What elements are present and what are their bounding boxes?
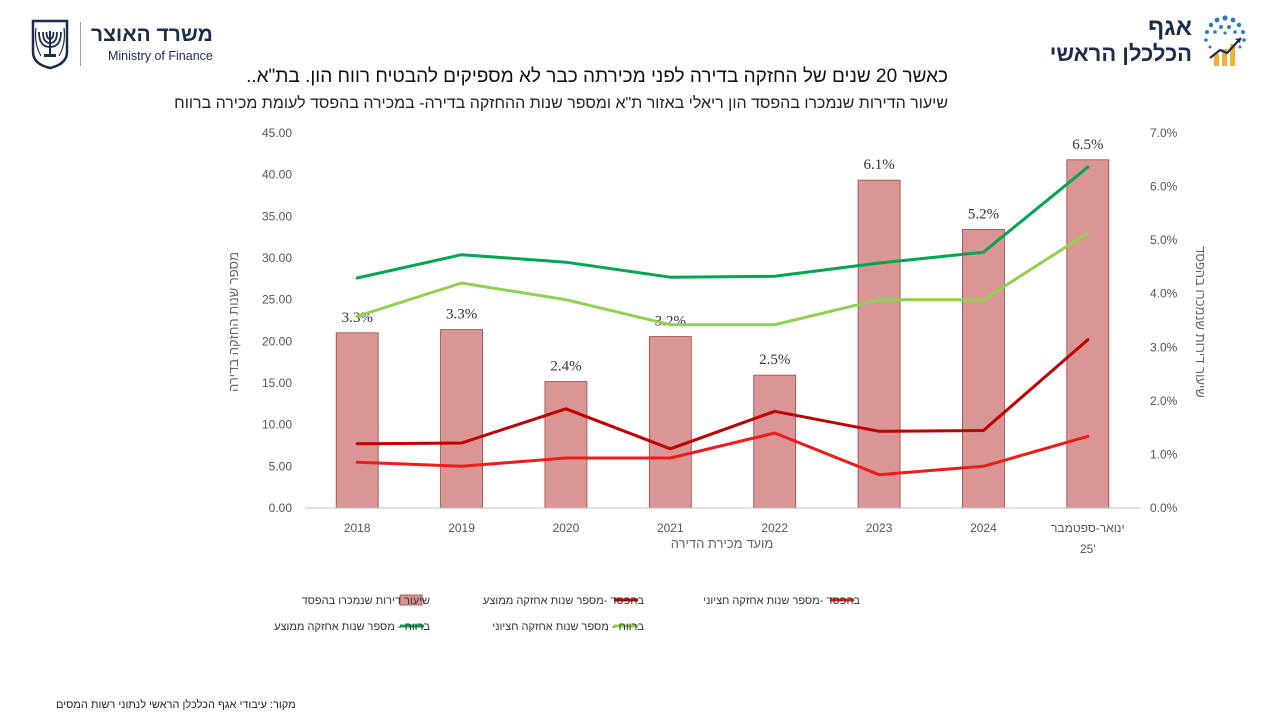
bar — [544, 381, 588, 509]
bar — [857, 179, 901, 509]
x-tick-label: 2020 — [553, 521, 580, 535]
bar-data-label: 3.3% — [446, 307, 477, 323]
left-axis-tick-label: 15.00 — [262, 376, 292, 390]
series-line — [355, 431, 1090, 477]
legend-label: ברווח - מספר שנות אחזקה ממוצע — [274, 621, 430, 633]
legend-label: בהפסד -מספר שנות אחזקה חציוני — [703, 595, 860, 607]
bar — [440, 329, 483, 509]
left-axis-tick-label: 0.00 — [269, 501, 293, 515]
chart-subtitle: שיעור הדירות שנמכרו בהפסד הון ריאלי באזו… — [174, 95, 948, 112]
series-line — [355, 338, 1090, 451]
left-axis-tick-label: 30.00 — [262, 251, 292, 265]
right-axis-tick-label: 3.0% — [1150, 340, 1178, 354]
left-axis-tick-label: 45.00 — [262, 126, 292, 140]
x-tick-label: '25 — [1080, 542, 1096, 556]
right-axis-tick-label: 2.0% — [1150, 394, 1178, 408]
bar — [753, 374, 797, 509]
ministry-logo: משרד האוצר Ministry of Finance — [30, 18, 213, 70]
right-axis-title: שיעור דירות שנמכרו בהפסד — [1193, 246, 1208, 398]
x-axis-title: מועד מכירת הדירה — [671, 536, 774, 551]
bar-data-label: 2.5% — [759, 352, 790, 368]
emblem-icon — [31, 19, 69, 70]
legend-label: בהפסד -מספר שנות אחזקה ממוצע — [483, 595, 644, 607]
bar-data-label: 6.5% — [1072, 137, 1103, 153]
right-axis-tick-label: 7.0% — [1150, 126, 1178, 140]
left-axis-tick-label: 10.00 — [262, 418, 292, 432]
bar-data-label: 2.4% — [550, 359, 581, 375]
dept-name-line1: אגף — [1147, 14, 1192, 41]
x-tick-label: 2021 — [657, 521, 684, 535]
x-tick-label: 2018 — [344, 521, 371, 535]
series-line — [355, 165, 1090, 280]
right-axis-tick-label: 6.0% — [1150, 180, 1178, 194]
x-tick-label: ינואר-ספטמבר — [1051, 521, 1125, 535]
x-tick-label: 2024 — [970, 521, 997, 535]
left-axis-tick-label: 40.00 — [262, 168, 292, 182]
right-axis-tick-label: 5.0% — [1150, 233, 1178, 247]
left-axis-tick-label: 25.00 — [262, 293, 292, 307]
header-divider — [80, 22, 81, 66]
ministry-name-english: Ministry of Finance — [107, 49, 213, 63]
left-axis-tick-label: 35.00 — [262, 209, 292, 223]
bar — [648, 336, 692, 509]
growth-dots-icon — [1204, 15, 1246, 66]
x-tick-label: 2022 — [761, 521, 788, 535]
bar-data-label: 6.1% — [863, 157, 894, 173]
x-tick-label: 2023 — [866, 521, 893, 535]
chief-economist-logo: אגף הכלכלן הראשי — [1050, 10, 1250, 72]
right-axis-tick-label: 0.0% — [1150, 501, 1178, 515]
left-axis-tick-label: 20.00 — [262, 334, 292, 348]
dept-name-line2: הכלכלן הראשי — [1049, 41, 1192, 66]
legend-swatch — [399, 594, 423, 606]
right-axis-tick-label: 1.0% — [1150, 447, 1178, 461]
right-axis-tick-label: 4.0% — [1150, 287, 1178, 301]
bar — [1066, 159, 1110, 509]
left-axis-tick-label: 5.00 — [269, 459, 293, 473]
legend-label: ברווח - מספר שנות אחזקה חציוני — [492, 621, 644, 633]
legend-label: שיעור דירות שנמכרו בהפסד — [302, 595, 430, 607]
bar-data-label: 5.2% — [968, 206, 999, 222]
source-note: מקור: עיבודי אגף הכלכלן הראשי לנתוני רשו… — [56, 699, 296, 711]
left-axis-title: מספר שנות החזקה בדירה — [226, 252, 241, 392]
x-tick-label: 2019 — [448, 521, 475, 535]
series-line — [355, 231, 1090, 327]
ministry-name-hebrew: משרד האוצר — [91, 23, 213, 46]
chart-title: כאשר 20 שנים של החזקה בדירה לפני מכירתה … — [246, 66, 948, 87]
bar — [335, 332, 379, 509]
